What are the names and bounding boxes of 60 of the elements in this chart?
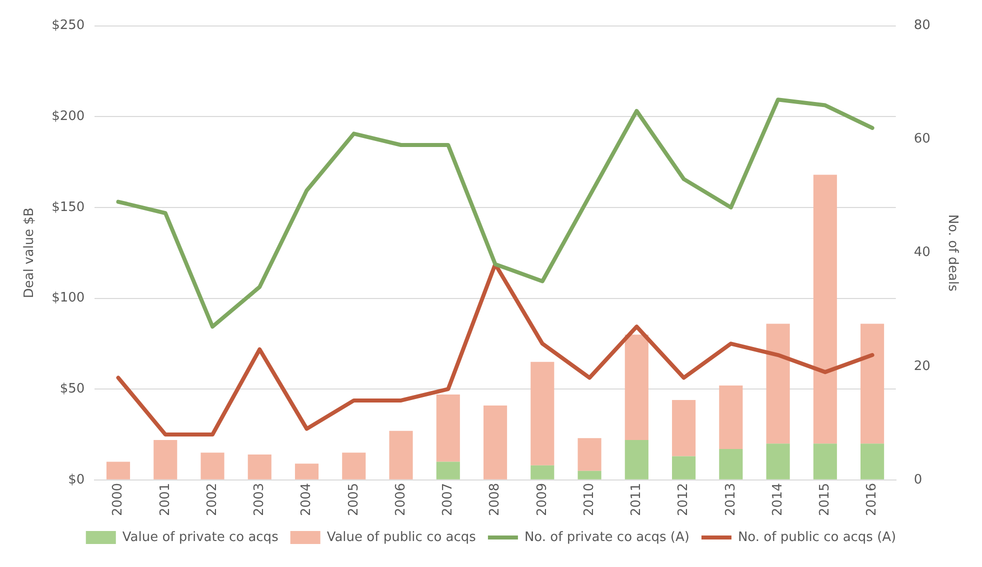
y-axis-title: Deal value $B <box>22 208 38 298</box>
bar <box>294 464 319 480</box>
bar <box>106 462 130 480</box>
bar <box>719 385 743 450</box>
x-tick-label: 2006 <box>393 482 408 516</box>
bar <box>578 438 602 471</box>
x-tick-label: 2010 <box>582 482 597 516</box>
bar <box>766 444 790 480</box>
y2-tick-label: 60 <box>914 132 930 147</box>
bar <box>483 405 508 480</box>
legend-label: No. of private co acqs (A) <box>524 530 690 545</box>
x-tick-label: 2003 <box>252 482 268 516</box>
bar <box>624 334 648 440</box>
y-tick-label: $200 <box>52 109 85 124</box>
x-tick-label: 2011 <box>629 482 644 516</box>
bar <box>766 324 790 444</box>
bar <box>530 465 554 480</box>
y-tick-label: $250 <box>52 18 85 34</box>
bar <box>436 462 460 480</box>
x-tick-label: 2001 <box>158 482 173 516</box>
y2-tick-label: 0 <box>914 472 922 488</box>
y2-tick-label: 80 <box>914 18 930 34</box>
x-tick-label: 2007 <box>440 482 456 516</box>
bar <box>860 444 884 480</box>
bar <box>719 449 743 480</box>
bar <box>248 454 272 480</box>
bar <box>813 174 837 444</box>
x-tick-label: 2016 <box>864 482 880 516</box>
x-tick-label: 2000 <box>110 482 126 516</box>
y-tick-label: $50 <box>60 381 85 396</box>
bar <box>578 470 602 480</box>
x-tick-label: 2014 <box>770 482 786 516</box>
x-tick-label: 2013 <box>723 482 738 516</box>
y-tick-label: $150 <box>52 200 85 215</box>
x-tick-label: 2004 <box>299 482 314 516</box>
x-tick-label: 2015 <box>818 482 833 516</box>
bar <box>436 394 460 462</box>
bar <box>342 452 366 480</box>
x-tick-label: 2009 <box>534 482 550 516</box>
y2-axis-title: No. of deals <box>944 214 960 292</box>
y2-tick-label: 20 <box>914 358 930 374</box>
y2-tick-label: 40 <box>914 245 930 260</box>
y-tick-label: $0 <box>68 472 85 488</box>
x-tick-label: 2005 <box>346 482 362 516</box>
legend-label: Value of public co acqs <box>326 530 476 545</box>
bar <box>530 362 554 466</box>
bar <box>624 440 648 480</box>
bar <box>389 430 413 480</box>
bar <box>200 452 224 480</box>
bar <box>154 440 178 480</box>
bar <box>672 400 696 456</box>
bar <box>672 456 696 480</box>
x-tick-label: 2012 <box>676 482 692 516</box>
bar <box>813 444 837 480</box>
x-tick-label: 2008 <box>488 482 503 516</box>
x-tick-label: 2002 <box>204 482 220 516</box>
legend-label: Value of private co acqs <box>122 530 279 545</box>
bar <box>860 324 884 444</box>
legend-label: No. of public co acqs (A) <box>738 530 896 545</box>
y-tick-label: $100 <box>52 290 85 306</box>
